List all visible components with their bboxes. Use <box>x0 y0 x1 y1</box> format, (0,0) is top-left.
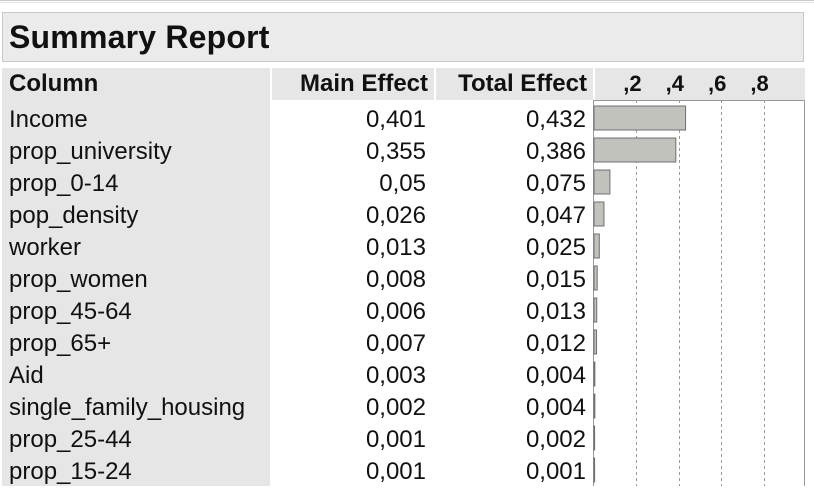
row-total-effect: 0,012 <box>525 330 586 357</box>
row-column-name: prop_25-44 <box>9 426 132 453</box>
axis-tick-label: ,8 <box>750 71 769 96</box>
row-main-effect: 0,008 <box>365 266 426 293</box>
header-column-label: Column <box>9 70 99 97</box>
effect-bar-chart <box>593 100 765 486</box>
row-column-name: prop_0-14 <box>9 170 119 197</box>
row-column-name: Aid <box>9 362 44 389</box>
row-main-effect: 0,05 <box>379 170 426 197</box>
effect-bar <box>593 393 596 419</box>
row-main-effect: 0,007 <box>365 330 426 357</box>
row-main-effect: 0,026 <box>365 202 426 229</box>
row-total-effect: 0,004 <box>525 394 586 421</box>
row-column-name: Income <box>9 106 88 133</box>
column-name-bg <box>2 100 270 486</box>
row-total-effect: 0,432 <box>525 106 586 133</box>
row-total-effect: 0,001 <box>525 458 586 485</box>
row-main-effect: 0,001 <box>365 426 426 453</box>
row-column-name: pop_density <box>9 202 139 229</box>
top-rule <box>0 0 814 3</box>
effect-bar <box>593 297 598 323</box>
effect-bar <box>593 105 687 131</box>
header-column[interactable]: Column <box>2 68 270 100</box>
row-total-effect: 0,013 <box>525 298 586 325</box>
row-total-effect: 0,015 <box>525 266 586 293</box>
row-main-effect: 0,003 <box>365 362 426 389</box>
effect-bar <box>593 425 596 451</box>
row-main-effect: 0,355 <box>365 138 426 165</box>
row-main-effect: 0,002 <box>365 394 426 421</box>
effect-bar <box>593 265 598 291</box>
header-chart-axis <box>593 68 805 100</box>
effect-bar <box>593 457 596 483</box>
report-title: Summary Report <box>9 19 270 55</box>
row-main-effect: 0,013 <box>365 234 426 261</box>
report-header[interactable]: Summary Report <box>2 12 804 62</box>
row-column-name: prop_65+ <box>9 330 112 357</box>
row-main-effect: 0,006 <box>365 298 426 325</box>
row-total-effect: 0,025 <box>525 234 586 261</box>
row-total-effect: 0,002 <box>525 426 586 453</box>
header-total-effect-label: Total Effect <box>458 70 587 97</box>
row-column-name: single_family_housing <box>9 394 246 421</box>
header-main-effect[interactable]: Main Effect <box>270 68 434 100</box>
effect-bar <box>593 233 600 259</box>
row-column-name: prop_45-64 <box>9 298 132 325</box>
row-total-effect: 0,386 <box>525 138 586 165</box>
effect-bar <box>593 169 611 195</box>
row-main-effect: 0,001 <box>365 458 426 485</box>
row-total-effect: 0,075 <box>525 170 586 197</box>
row-column-name: worker <box>9 234 82 261</box>
axis-tick-label: ,2 <box>623 71 642 96</box>
header-main-effect-label: Main Effect <box>299 70 428 97</box>
row-column-name: prop_university <box>9 138 172 165</box>
effect-bar <box>593 361 596 387</box>
row-column-name: prop_15-24 <box>9 458 132 485</box>
effect-bar <box>593 329 598 355</box>
row-main-effect: 0,401 <box>365 106 426 133</box>
effect-bar-chart-frame <box>593 100 805 486</box>
row-total-effect: 0,004 <box>525 362 586 389</box>
axis-tick-label: ,4 <box>665 71 684 96</box>
header-total-effect[interactable]: Total Effect <box>434 68 593 100</box>
row-column-name: prop_women <box>9 266 148 293</box>
axis-tick-label: ,6 <box>708 71 727 96</box>
effect-bar <box>593 137 677 163</box>
effect-bar <box>593 201 605 227</box>
row-total-effect: 0,047 <box>525 202 586 229</box>
